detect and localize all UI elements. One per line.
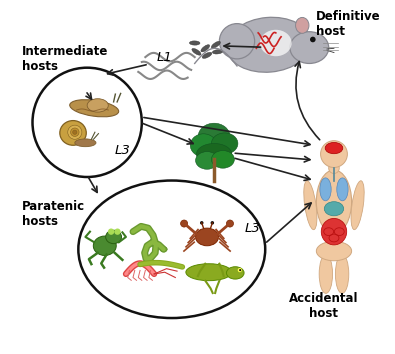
Circle shape [114, 228, 120, 235]
Circle shape [181, 220, 188, 227]
Ellipse shape [329, 163, 339, 173]
FancyArrowPatch shape [295, 62, 320, 140]
Ellipse shape [226, 17, 311, 72]
Circle shape [310, 37, 316, 42]
Circle shape [321, 141, 347, 167]
Ellipse shape [211, 133, 238, 154]
Ellipse shape [320, 178, 331, 201]
Ellipse shape [219, 24, 255, 59]
Ellipse shape [321, 218, 347, 245]
Ellipse shape [319, 255, 333, 293]
Ellipse shape [260, 30, 292, 56]
Ellipse shape [106, 230, 122, 244]
Text: L3: L3 [245, 222, 261, 235]
Circle shape [200, 221, 203, 224]
Circle shape [71, 128, 79, 136]
Circle shape [108, 228, 114, 235]
Text: Intermediate
hosts: Intermediate hosts [22, 45, 108, 73]
Text: L1: L1 [157, 51, 173, 64]
Ellipse shape [196, 228, 218, 246]
Circle shape [239, 269, 241, 271]
Ellipse shape [226, 267, 244, 279]
Ellipse shape [186, 264, 232, 281]
Text: Paratenic
hosts: Paratenic hosts [22, 200, 85, 228]
Ellipse shape [190, 134, 217, 157]
Ellipse shape [324, 202, 344, 216]
Ellipse shape [70, 100, 118, 117]
Circle shape [73, 130, 77, 134]
Ellipse shape [160, 247, 167, 252]
Ellipse shape [200, 46, 211, 51]
Circle shape [226, 220, 233, 227]
Text: Accidental
host: Accidental host [289, 292, 358, 320]
Ellipse shape [196, 143, 232, 165]
Ellipse shape [196, 152, 218, 169]
Ellipse shape [202, 52, 212, 59]
Ellipse shape [337, 178, 348, 201]
Ellipse shape [211, 42, 220, 48]
Ellipse shape [335, 255, 349, 293]
Text: Definitive
host: Definitive host [316, 10, 381, 38]
Ellipse shape [87, 99, 108, 112]
Ellipse shape [325, 142, 343, 154]
Ellipse shape [190, 40, 199, 46]
Text: L3: L3 [115, 144, 130, 157]
Ellipse shape [75, 139, 96, 147]
Ellipse shape [304, 181, 317, 230]
Ellipse shape [213, 50, 223, 54]
Circle shape [211, 221, 214, 224]
Ellipse shape [60, 121, 86, 145]
Ellipse shape [351, 181, 364, 230]
Ellipse shape [211, 150, 234, 168]
Ellipse shape [295, 17, 309, 33]
Circle shape [68, 125, 82, 139]
Circle shape [238, 268, 242, 272]
Ellipse shape [191, 50, 201, 54]
Ellipse shape [290, 32, 329, 63]
Ellipse shape [316, 241, 352, 261]
Ellipse shape [93, 236, 116, 256]
Ellipse shape [316, 170, 352, 233]
Ellipse shape [198, 123, 230, 150]
